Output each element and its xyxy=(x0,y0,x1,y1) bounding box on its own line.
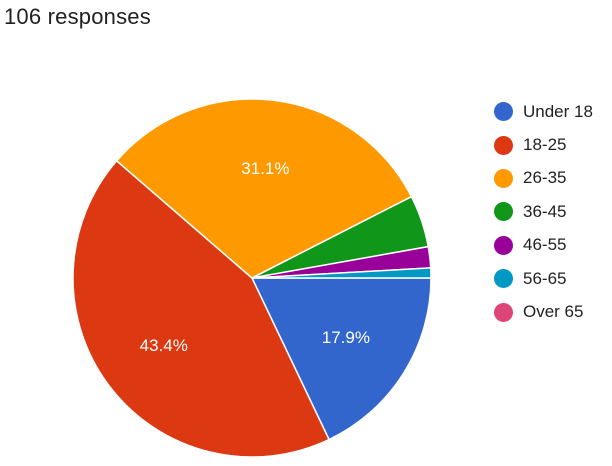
slice-value-label-18-25: 43.4% xyxy=(140,336,188,355)
legend-swatch xyxy=(494,168,513,188)
pie-slice-labels: 17.9% 43.4% 31.1% xyxy=(140,159,370,355)
legend-swatch xyxy=(494,235,513,255)
pie-slice-18-25[interactable] xyxy=(72,160,330,458)
legend-item-56-65[interactable]: 56-65 xyxy=(494,262,593,295)
legend-swatch xyxy=(494,135,513,155)
legend-swatch xyxy=(494,102,513,122)
legend-label: 56-65 xyxy=(523,268,567,288)
legend-label: 46-55 xyxy=(523,235,567,255)
legend-item-36-45[interactable]: 36-45 xyxy=(494,195,593,228)
legend-label: Under 18 xyxy=(523,101,593,121)
pie-slice-under-18[interactable] xyxy=(251,277,432,441)
legend-item-under-18[interactable]: Under 18 xyxy=(494,95,593,128)
legend-item-26-35[interactable]: 26-35 xyxy=(494,162,593,195)
legend-label: 26-35 xyxy=(523,168,567,188)
legend-item-over-65[interactable]: Over 65 xyxy=(494,295,593,328)
slice-value-label-under-18: 17.9% xyxy=(322,328,370,347)
legend-swatch xyxy=(494,302,513,322)
slice-value-label-26-35: 31.1% xyxy=(241,159,289,178)
legend-label: Over 65 xyxy=(523,302,584,322)
pie-slice-56-65[interactable] xyxy=(251,267,432,279)
legend-item-18-25[interactable]: 18-25 xyxy=(494,128,593,161)
pie-slices xyxy=(72,98,432,458)
legend-item-46-55[interactable]: 46-55 xyxy=(494,229,593,262)
legend-swatch xyxy=(494,269,513,289)
legend-label: 18-25 xyxy=(523,135,567,155)
legend-label: 36-45 xyxy=(523,201,567,221)
responses-count: 106 responses xyxy=(4,4,151,29)
chart-legend: Under 18 18-25 26-35 36-45 46-55 56-65 Over 65 xyxy=(494,95,593,329)
pie-slice-26-35[interactable] xyxy=(115,98,413,279)
legend-swatch xyxy=(494,202,513,222)
